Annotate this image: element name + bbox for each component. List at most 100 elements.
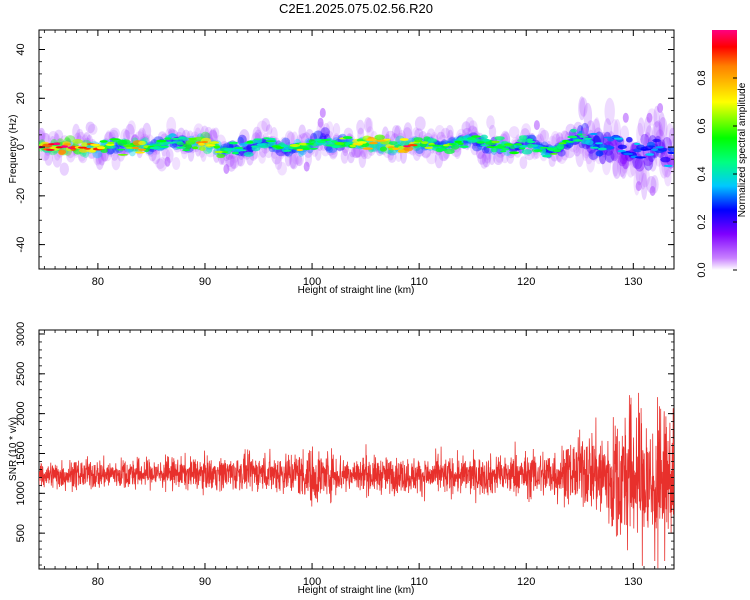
spectrogram-cell xyxy=(620,152,629,174)
spectrogram-cell xyxy=(448,143,457,146)
spectrogram-cell xyxy=(589,132,598,136)
y-tick-label: 500 xyxy=(15,524,27,542)
spectrogram-cell xyxy=(110,147,119,161)
spectrogram-cell xyxy=(317,126,327,142)
spectrogram-cell xyxy=(664,169,672,187)
spectrogram-cell xyxy=(383,138,391,141)
spectrogram-cell xyxy=(204,126,213,139)
spectrogram-cell xyxy=(595,142,603,145)
spectrogram-cell xyxy=(387,151,397,163)
y-tick-label: -40 xyxy=(15,237,27,253)
spectrogram-cell xyxy=(261,118,271,132)
spectrogram-cell xyxy=(652,138,661,143)
spectrogram-cell xyxy=(636,122,644,146)
spectrogram-cell xyxy=(191,146,199,150)
spectrogram-cell xyxy=(468,120,478,135)
spectrogram-cell xyxy=(268,137,276,140)
spectrogram-cell xyxy=(501,148,510,151)
spectrogram-cell xyxy=(223,148,235,151)
spectrogram-cell xyxy=(311,143,319,157)
spectrogram-cell xyxy=(480,134,488,140)
spectrogram-cell xyxy=(106,147,114,155)
spectrogram-cell xyxy=(642,153,654,167)
spectrogram-cell xyxy=(521,123,531,138)
spectrogram-cell xyxy=(526,140,536,144)
spectrogram-cell xyxy=(485,146,497,149)
spectrogram-cell xyxy=(138,127,146,142)
spectrogram-cell xyxy=(334,142,345,145)
spectrogram-cell xyxy=(471,135,481,138)
spectrogram-cell xyxy=(645,153,655,156)
spectrogram-cell xyxy=(308,147,318,150)
spectrogram-y-ticks: -40 -20 0 20 40 xyxy=(15,36,674,270)
spectrogram-cell xyxy=(635,181,642,192)
spectrogram-cell xyxy=(413,137,423,142)
spectrogram-cell xyxy=(635,156,646,159)
spectrogram-cell xyxy=(142,122,152,140)
spectrogram-cell xyxy=(602,131,612,148)
spectrogram-cell xyxy=(315,148,322,161)
spectrogram-cell xyxy=(303,161,310,172)
spectrogram-cell xyxy=(286,131,296,145)
spectrogram-cell xyxy=(396,132,405,144)
spectrogram-cell xyxy=(223,164,230,174)
spectrogram-cell xyxy=(172,157,181,170)
x-tick-label: 130 xyxy=(624,576,642,588)
spectrogram-cell xyxy=(199,146,206,151)
spectrogram-cell xyxy=(651,148,658,151)
spectrogram-cell xyxy=(641,172,648,201)
colorbar: 0.0 0.2 0.4 0.6 0.8 Normalized spectral ampl… xyxy=(696,30,748,278)
spectrogram-cell xyxy=(570,128,578,133)
spectrogram-cell xyxy=(424,146,434,149)
spectrogram-cell xyxy=(558,142,567,145)
spectrogram-cell xyxy=(414,116,426,131)
spectrogram-cell xyxy=(538,127,547,143)
spectrogram-cell xyxy=(643,154,654,171)
spectrogram-cell xyxy=(319,107,326,118)
spectrogram-cell xyxy=(646,112,653,123)
spectrogram-cell xyxy=(298,124,307,139)
spectrogram-cell xyxy=(60,145,69,148)
spectrogram-cell xyxy=(583,102,593,129)
spectrogram-cell xyxy=(625,153,636,178)
spectrogram-cell xyxy=(239,129,250,146)
spectrogram-cell xyxy=(221,151,229,154)
spectrogram-cell xyxy=(602,153,611,176)
spectrogram-cell xyxy=(477,151,487,165)
spectrogram-cell xyxy=(193,123,204,139)
spectrogram-cell xyxy=(518,135,528,141)
y-tick-label: 1500 xyxy=(15,441,27,465)
x-tick-label: 90 xyxy=(199,276,211,288)
colorbar-tick-label: 0.4 xyxy=(696,166,708,181)
spectrogram-cell xyxy=(111,153,121,171)
spectrogram-cell xyxy=(356,119,365,135)
spectrogram-cell xyxy=(583,137,593,140)
spectrogram-cell xyxy=(41,133,51,145)
spectrogram-cell xyxy=(159,145,169,148)
spectrogram-cell xyxy=(76,128,84,141)
spectrogram-cell xyxy=(616,148,627,178)
spectrogram-cell xyxy=(135,151,145,154)
spectrogram-cell xyxy=(280,144,289,148)
spectrogram-cell xyxy=(414,140,423,143)
spectrogram-cell xyxy=(509,151,520,155)
spectrogram-panel: 80 90 100 110 120 130 -40 -20 0 20 40 Height of s… xyxy=(8,29,675,296)
spectrogram-cell xyxy=(198,142,205,146)
spectrogram-cell xyxy=(176,141,184,146)
spectrogram-cell xyxy=(87,123,98,135)
spectrogram-cell xyxy=(358,150,367,168)
spectrogram-cell xyxy=(39,127,46,145)
spectrogram-cell xyxy=(362,147,374,150)
spectrogram-cell xyxy=(313,130,323,140)
spectrogram-cell xyxy=(107,141,115,145)
spectrogram-cell xyxy=(176,146,186,149)
spectrogram-cell xyxy=(271,147,282,165)
spectrogram-cell xyxy=(653,120,663,144)
spectrogram-cell xyxy=(213,145,221,149)
spectrogram-cell xyxy=(440,127,451,139)
x-tick-label: 120 xyxy=(517,576,535,588)
spectrogram-cell xyxy=(552,149,561,153)
spectrogram-cell xyxy=(434,150,444,169)
spectrogram-cell xyxy=(127,120,136,135)
spectrogram-cell xyxy=(586,150,595,173)
